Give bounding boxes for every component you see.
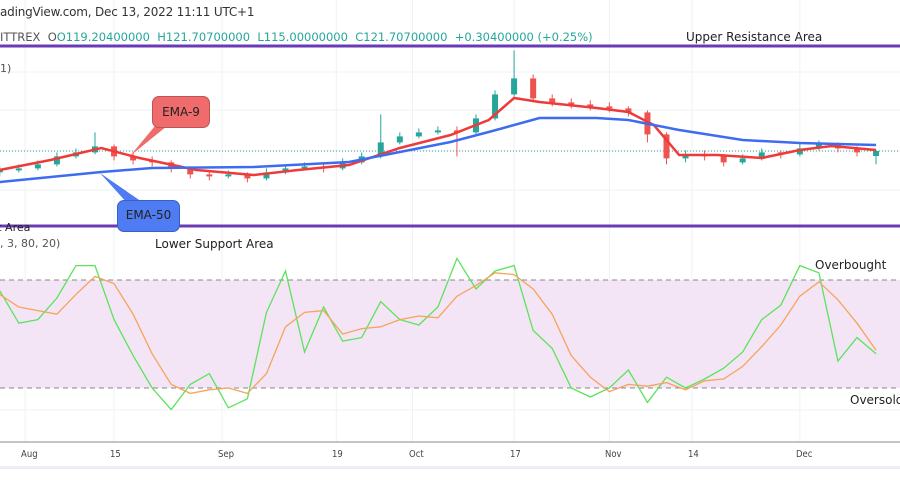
x-tick-label: 19 — [332, 449, 344, 460]
candle-body — [415, 132, 422, 137]
chart-header: adingView.com, Dec 13, 2022 11:11 UTC+1 — [0, 5, 255, 19]
low-value: L115.00000000 — [257, 30, 348, 44]
candle-body — [396, 136, 403, 143]
change-value: +0.30400000 (+0.25%) — [454, 30, 593, 44]
candle-body — [739, 158, 746, 163]
stoch-k-line — [0, 256, 877, 411]
candle-body — [606, 106, 613, 109]
x-tick-label: Aug — [21, 449, 38, 460]
candle-body — [0, 170, 3, 173]
candle-body — [130, 156, 137, 161]
bottom-strip — [0, 466, 900, 469]
high-value: H121.70700000 — [157, 30, 251, 44]
candle-body — [511, 78, 518, 95]
symbol: ITTREX — [0, 30, 41, 44]
indicator-lines — [0, 96, 877, 411]
candle-body — [625, 108, 632, 113]
candle-body — [720, 156, 727, 163]
candle-body — [663, 134, 670, 159]
candle-body — [301, 166, 308, 169]
x-tick-label: Oct — [408, 449, 424, 460]
ema-legend[interactable]: 1) — [0, 62, 12, 75]
candle-body — [796, 148, 803, 155]
candle-body — [434, 130, 441, 133]
candle-body — [682, 154, 689, 159]
candle-body — [206, 174, 213, 177]
stoch-d-line — [0, 272, 877, 395]
oversold-label: Oversold — [850, 393, 900, 407]
ema9-line — [0, 96, 877, 177]
candle-body — [530, 78, 537, 99]
candle-body — [34, 164, 41, 169]
candle-body — [53, 156, 60, 165]
stoch-levels — [0, 150, 900, 389]
x-tick-label: Dec — [795, 449, 813, 460]
open-value: O119.20400000 — [56, 30, 150, 44]
candle-body — [549, 98, 556, 103]
x-tick-label: 17 — [510, 449, 521, 460]
candle-body — [263, 172, 270, 179]
ema50-line — [0, 116, 877, 184]
candle-body — [873, 150, 880, 156]
ema9-callout-pointer — [130, 120, 172, 156]
candle-body — [15, 168, 22, 171]
stoch-band — [0, 280, 900, 388]
stoch-legend[interactable]: , 3, 80, 20) — [0, 237, 61, 250]
candle-body — [244, 174, 251, 179]
candle-body — [587, 104, 594, 107]
overbought-label: Overbought — [815, 258, 887, 272]
lower-support-label: Lower Support Area — [155, 237, 274, 251]
ema50-callout: EMA-50 — [117, 200, 180, 232]
x-tick-label: Sep — [218, 449, 235, 460]
candle-body — [377, 142, 384, 157]
candles — [0, 50, 880, 183]
upper-resistance-label: Upper Resistance Area — [686, 30, 823, 44]
candle-body — [568, 102, 575, 105]
x-tick-label: 14 — [687, 449, 699, 460]
ema50-callout-pointer — [100, 173, 145, 204]
candle-body — [492, 94, 499, 119]
ema9-callout: EMA-9 — [152, 96, 210, 128]
candle-body — [225, 174, 232, 177]
x-tick-label: 15 — [110, 449, 121, 460]
candle-body — [758, 152, 765, 159]
x-tick-label: Nov — [605, 449, 622, 460]
lower-support-cut-label: ort Area — [0, 221, 31, 234]
ohlc-legend: ITTREX OO119.20400000 H121.70700000 L115… — [0, 30, 593, 44]
close-value: C121.70700000 — [355, 30, 448, 44]
candle-body — [854, 148, 860, 153]
candle-body — [187, 168, 194, 175]
